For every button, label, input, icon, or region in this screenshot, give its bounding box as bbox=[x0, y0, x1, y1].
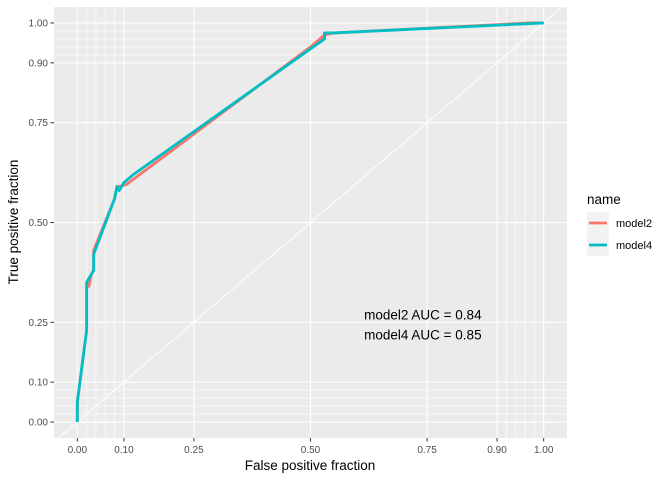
x-tick-label-1: 0.10 bbox=[114, 445, 134, 456]
legend-item-model4: model4 bbox=[587, 234, 652, 256]
legend: name model2 model4 bbox=[587, 192, 652, 256]
x-axis-title: False positive fraction bbox=[245, 458, 376, 473]
x-tick-label-3: 0.50 bbox=[301, 445, 321, 456]
y-tick-label-3: 0.50 bbox=[29, 218, 49, 229]
x-tick-label-5: 0.90 bbox=[487, 445, 507, 456]
x-tick-label-4: 0.75 bbox=[417, 445, 437, 456]
y-tick-label-1: 0.10 bbox=[29, 378, 49, 389]
x-axis: 0.00 0.10 0.25 0.50 0.75 0.90 1.00 bbox=[68, 438, 554, 456]
legend-item-model2: model2 bbox=[587, 212, 652, 234]
y-tick-label-2: 0.25 bbox=[29, 318, 49, 329]
x-tick-label-2: 0.25 bbox=[184, 445, 204, 456]
y-axis-title: True positive fraction bbox=[6, 160, 21, 285]
legend-label-model4: model4 bbox=[616, 240, 652, 252]
legend-label-model2: model2 bbox=[616, 218, 652, 230]
auc-annotations: model2 AUC = 0.84 model4 AUC = 0.85 bbox=[364, 307, 482, 342]
y-tick-label-4: 0.75 bbox=[29, 118, 49, 129]
legend-title: name bbox=[587, 192, 621, 207]
auc-annotation-model4: model4 AUC = 0.85 bbox=[364, 327, 481, 342]
y-tick-label-5: 0.90 bbox=[29, 58, 49, 69]
y-tick-label-6: 1.00 bbox=[29, 18, 49, 29]
series-line-model4 bbox=[75, 21, 544, 423]
x-tick-label-0: 0.00 bbox=[68, 445, 88, 456]
y-tick-label-0: 0.00 bbox=[29, 418, 49, 429]
auc-annotation-model2: model2 AUC = 0.84 bbox=[364, 307, 482, 322]
x-tick-label-6: 1.00 bbox=[534, 445, 554, 456]
series-lines bbox=[75, 21, 544, 423]
y-axis: 0.00 0.10 0.25 0.50 0.75 0.90 1.00 bbox=[29, 18, 54, 429]
diagonal-reference-line bbox=[58, 6, 563, 439]
